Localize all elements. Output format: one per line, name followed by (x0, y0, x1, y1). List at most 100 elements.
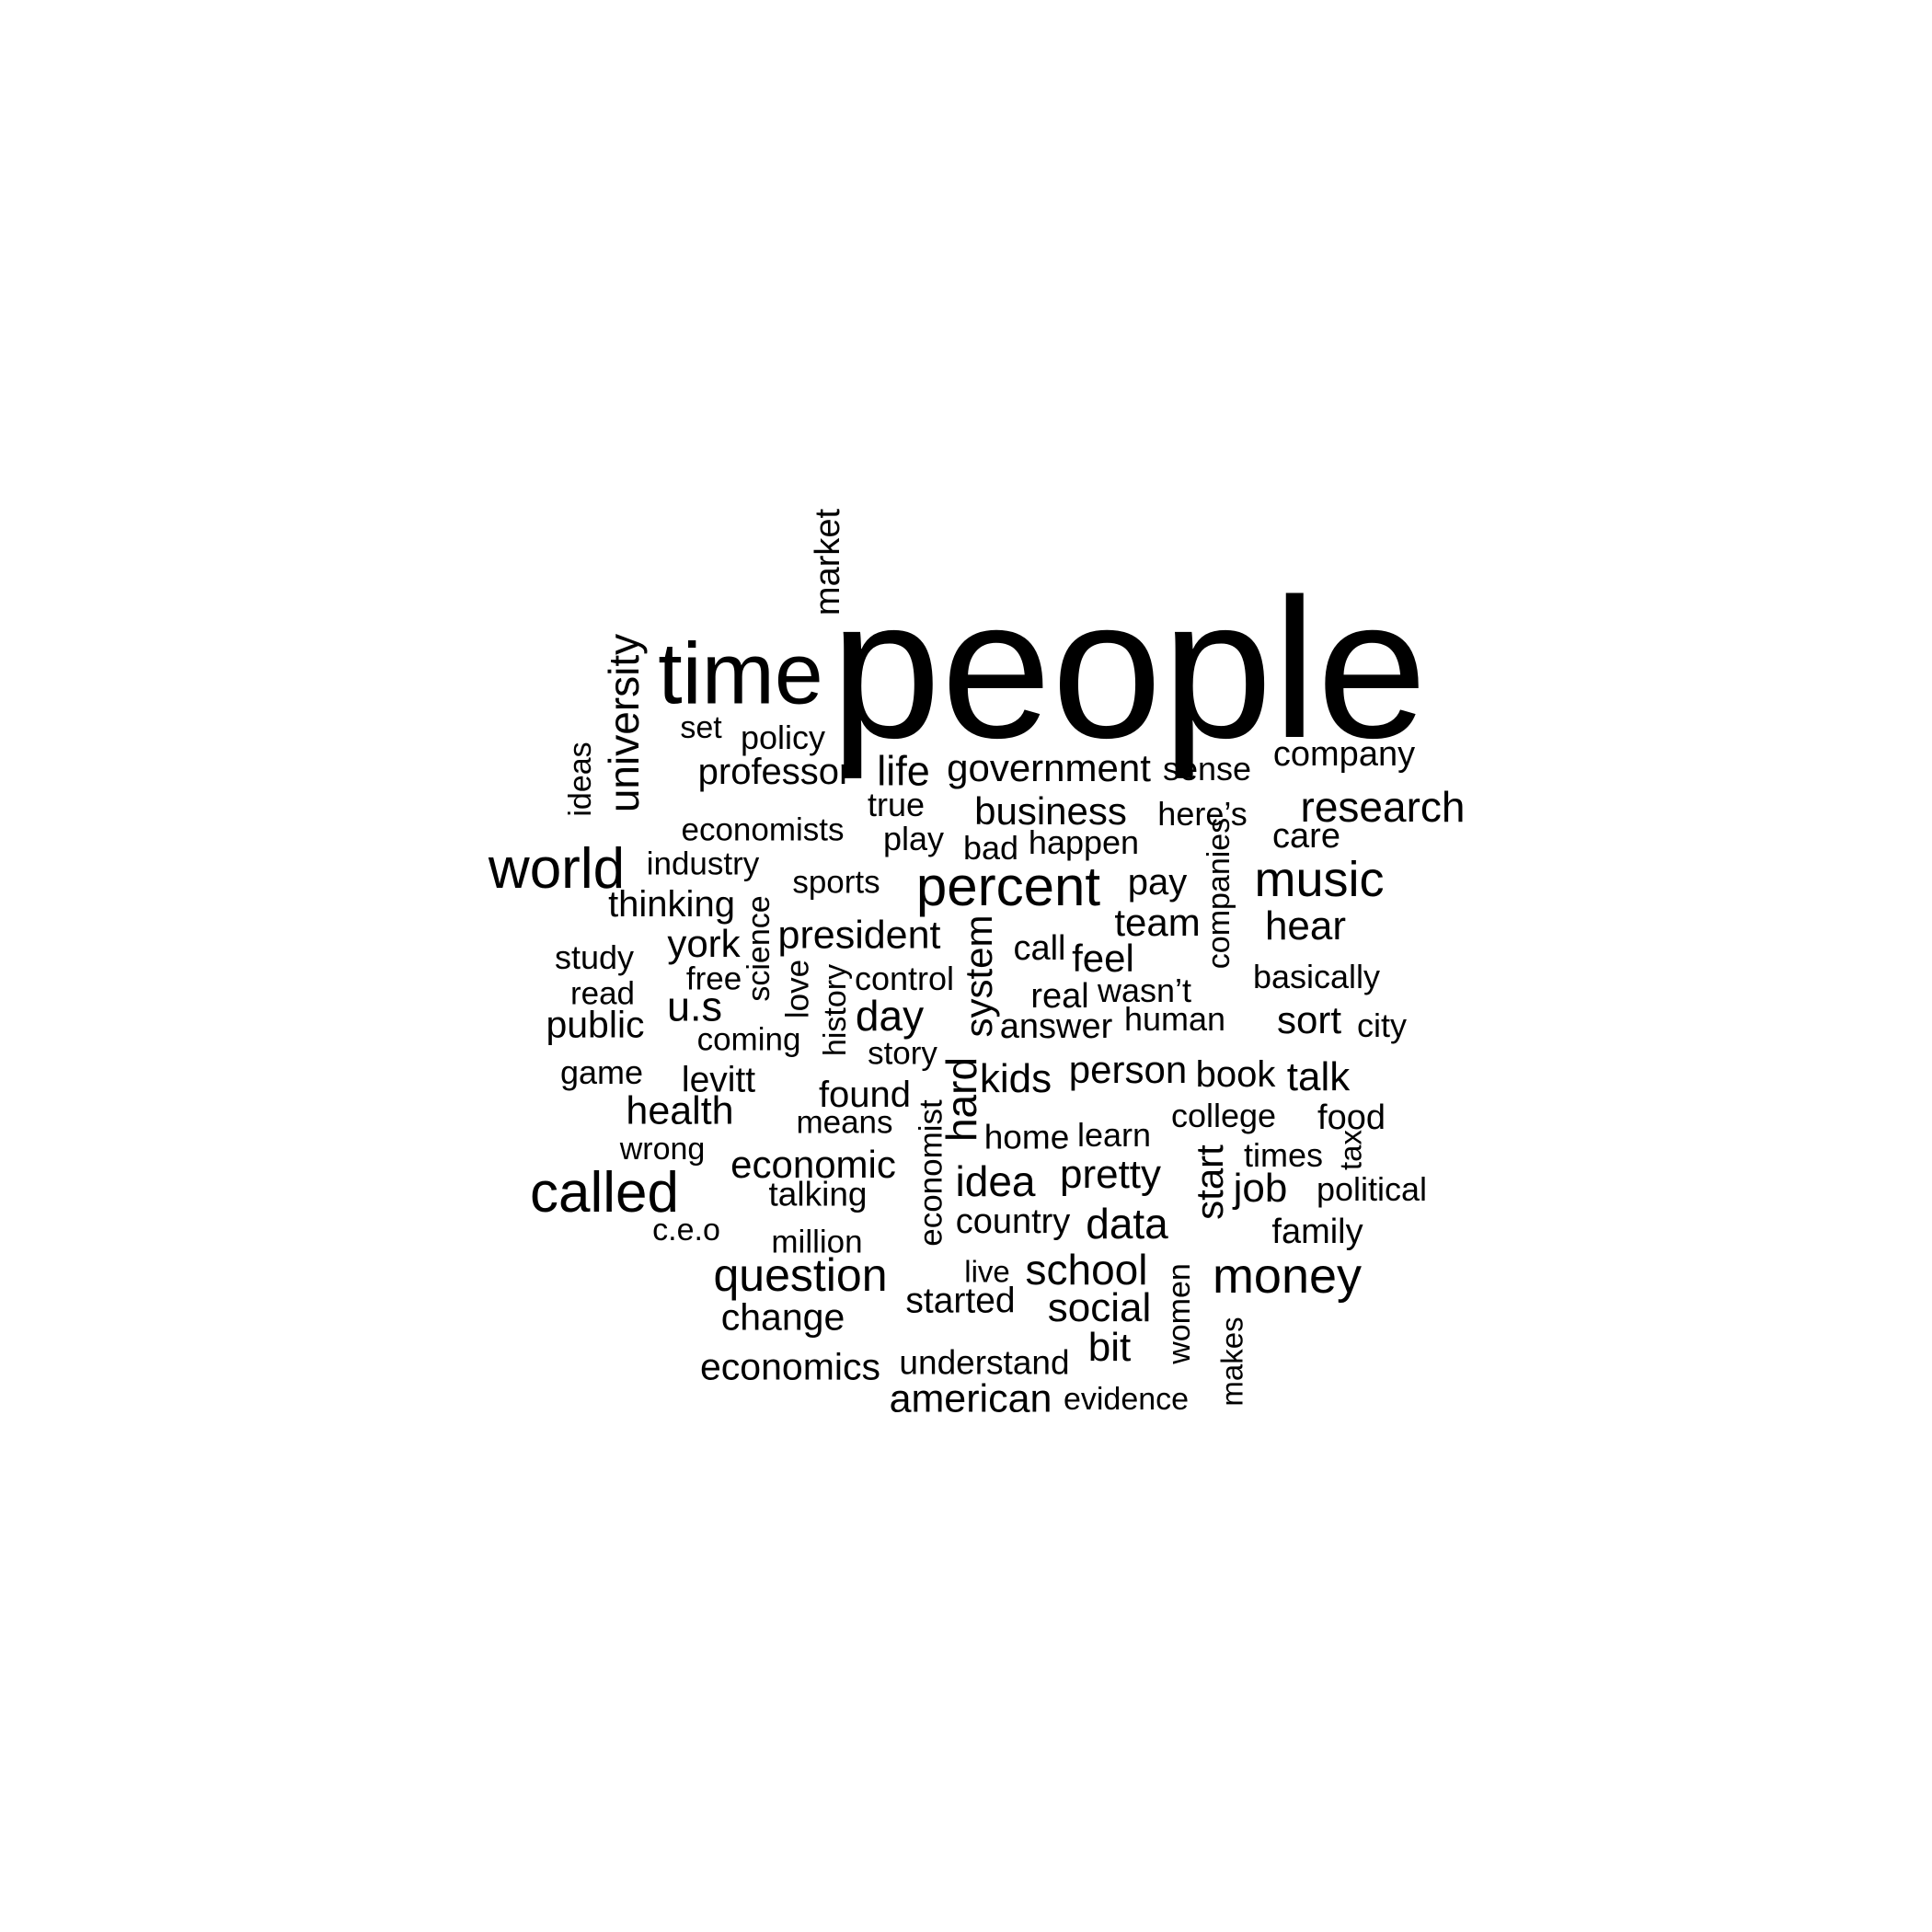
word-time: time (658, 625, 823, 723)
word-economists: economists (681, 811, 845, 848)
word-true: true (867, 786, 926, 823)
word-started: started (905, 1281, 1016, 1321)
word-world: world (488, 837, 626, 901)
word-sense: sense (1162, 750, 1252, 788)
word-home: home (983, 1118, 1070, 1156)
word-change: change (720, 1295, 845, 1339)
word-play: play (882, 820, 945, 857)
word-pay: pay (1127, 862, 1188, 903)
word-school: school (1025, 1246, 1148, 1294)
word-social: social (1047, 1285, 1152, 1330)
word-real: real (1030, 977, 1089, 1016)
word-policy: policy (740, 719, 826, 756)
word-free: free (685, 960, 742, 997)
word-wasn-t: wasn’t (1097, 972, 1192, 1009)
word-research: research (1300, 783, 1466, 831)
word-idea: idea (955, 1157, 1036, 1205)
word-c-e-o: c.e.o (652, 1213, 720, 1248)
word-care: care (1272, 817, 1340, 856)
word-health: health (626, 1088, 734, 1133)
word-american: american (889, 1376, 1052, 1421)
word-here-s: here’s (1157, 795, 1248, 833)
word-sort: sort (1276, 998, 1342, 1041)
word-business: business (974, 789, 1127, 833)
word-government: government (947, 746, 1151, 789)
word-country: country (955, 1202, 1071, 1241)
word-hear: hear (1264, 903, 1347, 949)
word-economist: economist (913, 1099, 949, 1247)
word-question: question (713, 1249, 888, 1301)
word-wrong: wrong (619, 1132, 706, 1167)
word-bit: bit (1087, 1325, 1132, 1370)
word-means: means (796, 1104, 893, 1141)
word-basically: basically (1252, 958, 1381, 995)
word-bad: bad (962, 829, 1019, 867)
word-talk: talk (1286, 1054, 1351, 1099)
word-industry: industry (646, 845, 760, 882)
word-music: music (1254, 852, 1385, 907)
word-makes: makes (1214, 1317, 1249, 1407)
word-evidence: evidence (1063, 1382, 1190, 1417)
word-percent: percent (915, 856, 1101, 917)
word-human: human (1123, 1000, 1226, 1038)
word-system: system (957, 914, 1000, 1038)
word-understand: understand (899, 1343, 1070, 1382)
word-economics: economics (700, 1345, 880, 1388)
word-sports: sports (792, 864, 880, 901)
word-levitt: levitt (681, 1060, 756, 1100)
word-job: job (1233, 1166, 1288, 1211)
word-study: study (554, 938, 635, 976)
word-game: game (559, 1053, 644, 1091)
word-pretty: pretty (1059, 1152, 1162, 1197)
word-million: million (771, 1224, 863, 1260)
word-answer: answer (999, 1007, 1113, 1046)
word-women: women (1162, 1263, 1197, 1364)
word-learn: learn (1076, 1116, 1152, 1154)
word-found: found (818, 1075, 912, 1115)
word-story: story (868, 1035, 937, 1072)
word-people: people (830, 557, 1428, 779)
word-history: history (818, 963, 853, 1057)
word-ideas: ideas (563, 742, 598, 817)
word-york: york (667, 922, 741, 965)
word-science: science (742, 895, 776, 1002)
word-companies: companies (1202, 817, 1236, 970)
word-money: money (1212, 1248, 1363, 1304)
word-book: book (1195, 1054, 1276, 1095)
word-happen: happen (1028, 823, 1140, 861)
word-professor: professor (697, 752, 852, 792)
word-read: read (569, 975, 636, 1012)
word-family: family (1271, 1213, 1363, 1251)
word-day: day (855, 992, 925, 1040)
word-called: called (530, 1161, 679, 1225)
word-company: company (1272, 735, 1416, 774)
word-kids: kids (979, 1056, 1052, 1101)
word-data: data (1086, 1200, 1168, 1248)
word-love: love (779, 959, 816, 1019)
word-u-s: u.s (666, 983, 723, 1030)
word-times: times (1243, 1136, 1324, 1174)
word-set: set (680, 710, 722, 745)
word-food: food (1317, 1098, 1386, 1137)
word-president: president (777, 913, 941, 958)
word-economic: economic (730, 1143, 896, 1186)
word-start: start (1188, 1144, 1231, 1220)
word-market: market (809, 508, 847, 616)
word-university: university (600, 633, 648, 813)
word-coming: coming (696, 1021, 801, 1058)
word-life: life (877, 747, 930, 795)
word-college: college (1170, 1097, 1277, 1134)
word-talking: talking (768, 1175, 868, 1213)
word-political: political (1316, 1170, 1428, 1208)
word-thinking: thinking (608, 884, 735, 925)
word-feel: feel (1072, 937, 1134, 980)
word-tax: tax (1333, 1129, 1368, 1171)
word-team: team (1114, 901, 1201, 944)
word-public: public (546, 1003, 645, 1046)
word-person: person (1068, 1048, 1188, 1091)
word-control: control (854, 960, 955, 997)
word-call: call (1013, 929, 1066, 968)
word-city: city (1357, 1006, 1407, 1044)
word-live: live (964, 1254, 1010, 1289)
